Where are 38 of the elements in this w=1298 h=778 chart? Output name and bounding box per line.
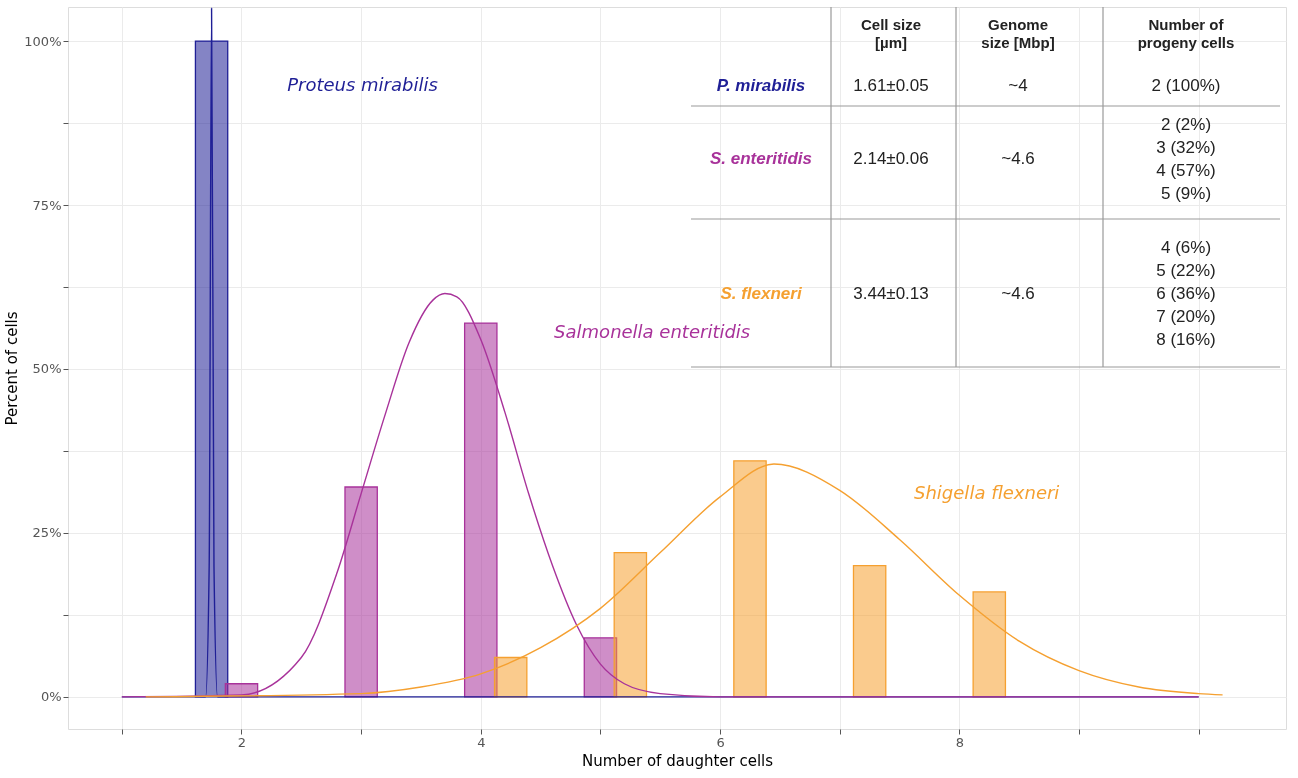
y-tick-label: 100% <box>24 33 62 49</box>
bar <box>733 460 767 698</box>
x-tick-label: 4 <box>477 734 486 750</box>
annotation: P. mirabilis <box>716 76 806 95</box>
annotation: 3.44±0.13 <box>853 284 929 303</box>
y-tick-label: 75% <box>32 197 62 213</box>
annotation: S. flexneri <box>720 284 803 303</box>
bar <box>463 322 498 698</box>
x-axis-title: Number of daughter cells <box>581 751 774 770</box>
annotation: Salmonella enteritidis <box>554 320 751 342</box>
annotation: Cell size [µm] <box>860 16 922 51</box>
bar <box>852 565 887 698</box>
annotation: ~4.6 <box>1001 149 1035 168</box>
annotation: Proteus mirabilis <box>287 74 438 96</box>
x-tick-label: 6 <box>716 734 725 750</box>
annotation: Genome size [Mbp] <box>981 16 1055 51</box>
y-tick-label: 50% <box>32 361 62 377</box>
annotation: ~4 <box>1008 76 1028 95</box>
annotation: Shigella flexneri <box>914 481 1060 503</box>
bar <box>613 551 648 698</box>
annotation: 1.61±0.05 <box>853 76 929 95</box>
y-tick-label: 25% <box>32 525 62 541</box>
x-tick-label: 8 <box>955 734 965 750</box>
y-tick-label: 0% <box>40 689 62 705</box>
annotation: 2 (100%) <box>1151 76 1221 95</box>
bar <box>194 40 229 698</box>
line-series <box>145 463 1224 698</box>
annotation: ~4.6 <box>1001 284 1035 303</box>
annotation: S. enteritidis <box>709 149 813 168</box>
x-tick-label: 2 <box>237 734 247 750</box>
annotation: 2 (2%) 3 (32%) 4 (57%) 5 (9%) <box>1156 114 1216 203</box>
bar <box>344 486 378 698</box>
bar <box>493 656 528 698</box>
bar <box>972 591 1007 698</box>
annotation: 2.14±0.06 <box>853 149 929 168</box>
annotation: 4 (6%) 5 (22%) 6 (36%) 7 (20%) 8 (16%) <box>1156 238 1216 349</box>
y-axis-title: Percent of cells <box>3 311 22 426</box>
annotation: Number of progeny cells <box>1137 16 1235 51</box>
